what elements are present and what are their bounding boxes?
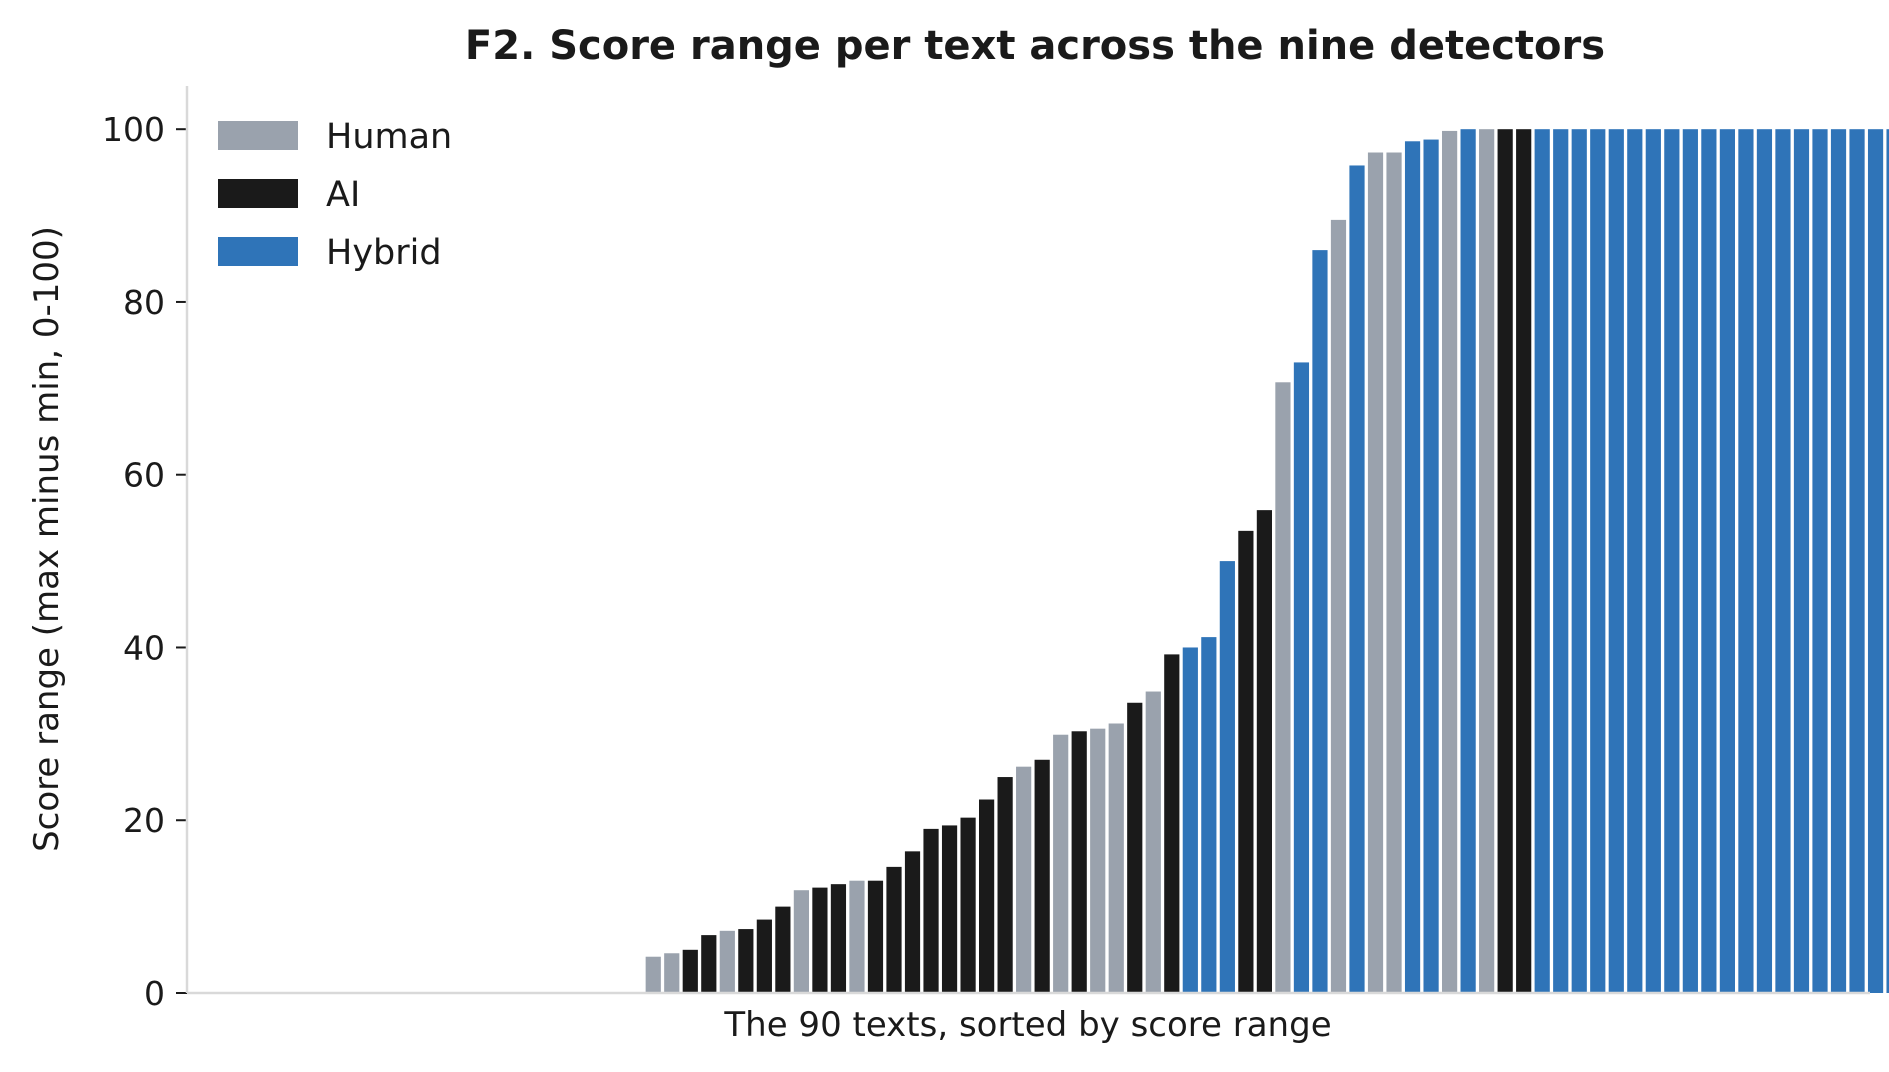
bar-text-68 <box>1479 129 1495 993</box>
bar-text-81 <box>1719 129 1735 993</box>
legend-swatch-hybrid <box>218 237 298 266</box>
y-axis-label: Score range (max minus min, 0-100) <box>27 226 67 852</box>
y-tick-label-100: 100 <box>102 110 165 149</box>
legend-label-hybrid: Hybrid <box>326 233 442 273</box>
bars <box>645 129 1889 994</box>
bar-text-43 <box>1016 766 1032 993</box>
bar-text-78 <box>1664 129 1680 993</box>
bar-text-54 <box>1219 561 1235 993</box>
bar-text-82 <box>1738 129 1754 993</box>
bar-text-86 <box>1812 129 1828 993</box>
bar-text-62 <box>1367 152 1384 993</box>
bar-text-44 <box>1034 759 1050 993</box>
bar-text-25 <box>682 949 698 993</box>
bar-text-90 <box>1886 129 1889 993</box>
chart-title: F2. Score range per text across the nine… <box>465 23 1605 69</box>
legend-label-ai: AI <box>326 175 360 215</box>
bar-text-39 <box>941 825 958 993</box>
bar-text-52 <box>1182 647 1198 993</box>
y-tick-label-60: 60 <box>123 456 165 495</box>
bar-text-57 <box>1275 382 1291 993</box>
bar-text-85 <box>1793 129 1810 993</box>
bar-text-73 <box>1571 129 1587 993</box>
bar-text-42 <box>997 777 1013 993</box>
y-tick-label-20: 20 <box>123 801 165 840</box>
bar-text-31 <box>793 890 809 993</box>
bar-text-33 <box>830 884 847 993</box>
y-tick-label-40: 40 <box>123 628 165 667</box>
bar-text-56 <box>1256 510 1272 993</box>
bar-text-75 <box>1608 129 1624 993</box>
bar-text-58 <box>1293 362 1310 993</box>
bar-text-23 <box>645 956 661 993</box>
bar-text-41 <box>979 799 995 993</box>
legend-swatch-ai <box>218 179 298 208</box>
bar-text-40 <box>960 817 976 993</box>
bar-text-60 <box>1330 219 1347 993</box>
bar-text-74 <box>1590 129 1606 993</box>
bar-text-70 <box>1516 129 1532 993</box>
y-tick-label-80: 80 <box>123 283 165 322</box>
bar-text-35 <box>867 880 884 993</box>
bar-text-38 <box>923 828 939 993</box>
bar-text-83 <box>1756 129 1773 993</box>
bar-text-80 <box>1701 129 1717 993</box>
y-tick-label-0: 0 <box>144 974 165 1013</box>
bar-text-59 <box>1312 250 1328 993</box>
bar-text-67 <box>1460 129 1476 993</box>
bar-text-37 <box>904 851 921 993</box>
bar-text-88 <box>1849 129 1865 993</box>
bar-text-72 <box>1553 129 1569 993</box>
bar-text-45 <box>1053 734 1069 993</box>
bar-text-77 <box>1645 129 1661 993</box>
bar-text-24 <box>664 953 680 993</box>
bar-text-47 <box>1090 728 1106 993</box>
bar-text-26 <box>701 935 717 993</box>
bar-text-55 <box>1238 530 1254 993</box>
bar-text-87 <box>1830 129 1847 993</box>
bar-text-89 <box>1867 129 1884 993</box>
y-axis-ticks: 0 20 40 60 80 100 <box>102 110 187 1013</box>
bar-text-48 <box>1108 723 1124 993</box>
bar-text-64 <box>1404 141 1421 993</box>
bar-text-69 <box>1497 129 1513 993</box>
bar-text-50 <box>1145 691 1161 993</box>
bar-text-53 <box>1201 637 1217 993</box>
bar-text-84 <box>1775 129 1791 993</box>
bar-text-51 <box>1164 654 1180 993</box>
bar-text-65 <box>1423 139 1439 993</box>
bar-text-63 <box>1386 152 1402 993</box>
bar-text-36 <box>886 866 902 993</box>
x-axis-label: The 90 texts, sorted by score range <box>723 1005 1331 1045</box>
legend: Human AI Hybrid <box>218 117 452 273</box>
bar-text-34 <box>849 880 865 993</box>
bar-text-66 <box>1442 130 1458 994</box>
legend-swatch-human <box>218 121 298 150</box>
bar-text-79 <box>1682 129 1698 993</box>
bar-text-71 <box>1534 129 1550 993</box>
legend-label-human: Human <box>326 117 452 157</box>
bar-text-46 <box>1071 731 1087 993</box>
bar-text-30 <box>775 906 791 993</box>
bar-text-49 <box>1127 702 1143 993</box>
bar-text-28 <box>738 929 754 993</box>
bar-text-29 <box>756 919 772 993</box>
bar-text-27 <box>719 930 735 993</box>
bar-text-32 <box>812 887 828 993</box>
bar-text-61 <box>1349 165 1365 994</box>
bar-text-76 <box>1627 129 1643 993</box>
